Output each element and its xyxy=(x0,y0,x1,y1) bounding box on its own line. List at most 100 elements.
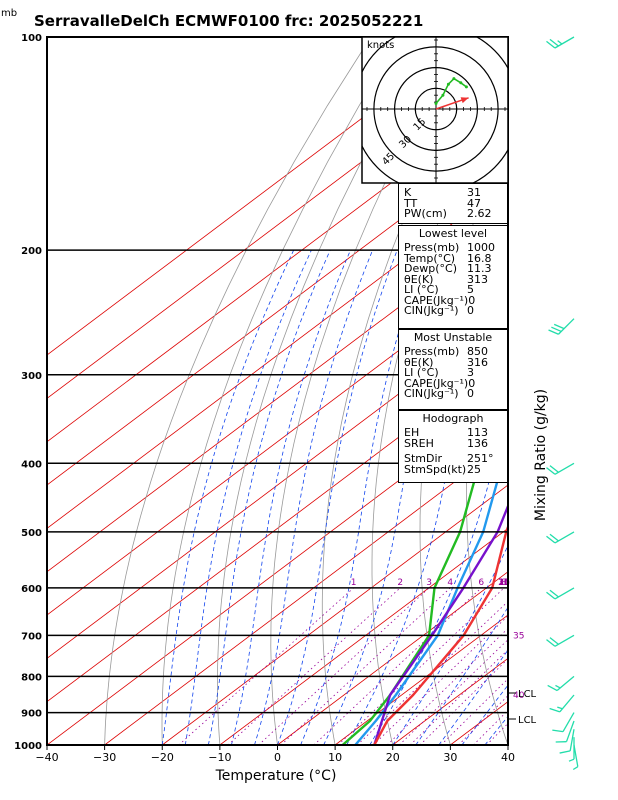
x-tick-label: 20 xyxy=(386,751,400,764)
wind-barb-staff xyxy=(562,712,575,732)
wind-barb-half-flag xyxy=(557,40,563,45)
moist-adiabat xyxy=(207,249,331,745)
isotherm-line xyxy=(219,527,508,745)
lowest-level-box: Lowest level Press(mb) 1000 Temp(°C) 16.8 … xyxy=(398,225,508,329)
moist-adiabat xyxy=(231,249,351,745)
hodograph-unit-label: knots xyxy=(367,40,394,51)
index-row: EH 113 xyxy=(404,426,488,439)
x-tick-label: 10 xyxy=(328,751,342,764)
index-row: θE(K) 313 xyxy=(404,272,488,286)
x-tick-label: 30 xyxy=(443,751,457,764)
lcl-label: LCL xyxy=(518,715,537,726)
mixing-ratio-label: 30 xyxy=(498,578,510,588)
wind-barb xyxy=(546,36,575,49)
wind-barb xyxy=(552,712,575,733)
isotherm-line xyxy=(47,267,508,616)
mixing-ratio-label: 8 xyxy=(501,578,507,588)
lcl-label: LCL xyxy=(518,689,537,700)
wind-barb-staff xyxy=(565,720,575,742)
mixing-ratio-label: 18 xyxy=(498,578,510,588)
mixing-ratio-label: 1 xyxy=(351,578,357,588)
mixing-ratio-label: 20 xyxy=(498,578,510,588)
dry-adiabat xyxy=(161,37,402,745)
dewpoint-profile xyxy=(341,352,508,745)
wind-barb xyxy=(547,675,575,692)
wind-barb-flag xyxy=(549,589,559,598)
x-tick-label: 0 xyxy=(274,751,281,764)
wind-barb xyxy=(555,720,575,743)
x-axis-title: Temperature (°C) xyxy=(215,768,337,784)
temperature-profile xyxy=(373,523,508,745)
wind-barb-flag xyxy=(549,38,559,47)
mixing-ratio-label: 2 xyxy=(397,578,403,588)
pressure-tick-label: 1000 xyxy=(14,741,42,752)
mixing-ratio-label: 35 xyxy=(513,631,524,641)
wind-barb xyxy=(572,744,579,771)
wind-barb-flag xyxy=(547,684,558,692)
wind-barb-flag xyxy=(546,535,556,544)
moist-adiabat xyxy=(254,249,373,745)
index-row: CAPE(Jkg⁻¹) 0 xyxy=(404,376,476,390)
wind-barb-flag xyxy=(546,40,556,49)
isotherm-line xyxy=(47,181,508,529)
chart-title: SerravalleDelCh ECMWF0100 frc: 202505222… xyxy=(34,12,423,30)
mixing-ratio-label: 10 xyxy=(498,578,510,588)
index-row: CIN(Jkg⁻¹) 0 xyxy=(404,304,474,317)
lowest-level-header: Lowest level xyxy=(418,227,488,240)
mixing-ratio-line xyxy=(227,587,401,745)
hodograph-stats-header: Hodograph xyxy=(422,412,484,425)
isotherm-line xyxy=(162,484,508,745)
most-unstable-box: Most Unstable Press(mb) 850 θE(K) 316 LI (… xyxy=(398,329,508,410)
wind-barb-flag xyxy=(552,729,564,733)
index-row: SREH 136 xyxy=(404,436,488,450)
dry-adiabat xyxy=(104,37,372,745)
mixing-ratio-axis-title: Mixing Ratio (g/kg) xyxy=(533,389,549,521)
dry-adiabat xyxy=(321,37,491,745)
hodograph-point xyxy=(459,81,463,85)
pressure-unit: mb xyxy=(1,8,17,19)
wind-barb-half-flag xyxy=(555,684,561,689)
wind-barb-flag xyxy=(549,533,559,542)
wind-barb-flag xyxy=(546,591,556,600)
pressure-tick-label: 900 xyxy=(21,709,42,720)
isotherm-line xyxy=(334,614,508,745)
wind-barb-half-flag xyxy=(557,706,563,710)
wind-barb xyxy=(559,729,575,754)
mixing-ratio-label: 12 xyxy=(498,578,509,588)
wind-barb xyxy=(548,318,575,335)
indices-top-box: K 31 TT 47 PW(cm) 2.62 xyxy=(398,183,508,224)
pressure-tick-label: 300 xyxy=(21,371,42,382)
hodograph-point xyxy=(446,82,450,86)
wind-barb-half-flag xyxy=(568,758,575,762)
wind-barb-flag xyxy=(555,741,567,743)
wind-barb xyxy=(546,462,575,475)
mixing-ratio-label: 6 xyxy=(478,578,484,588)
pressure-tick-label: 600 xyxy=(21,584,42,595)
mixing-ratio-label: 40 xyxy=(513,691,525,701)
most-unstable-header: Most Unstable xyxy=(413,331,493,344)
x-tick-label: 40 xyxy=(501,751,515,764)
wind-barb-flag xyxy=(553,323,565,330)
mixing-ratio-label: 16 xyxy=(498,578,510,588)
index-row: StmSpd(kt) 25 xyxy=(404,462,481,476)
hodograph-point xyxy=(441,93,445,97)
wind-barb-flag xyxy=(549,637,559,645)
hodograph-point xyxy=(464,85,468,89)
wind-barb xyxy=(546,531,575,544)
storm-motion-arrowhead xyxy=(460,97,469,104)
dry-adiabat xyxy=(270,37,461,745)
index-row: Press(mb) 850 xyxy=(404,345,488,358)
pressure-tick-label: 400 xyxy=(21,459,42,470)
wind-barb-flag xyxy=(549,707,561,713)
x-tick-label: −10 xyxy=(208,751,231,764)
moist-adiabat xyxy=(161,249,295,745)
index-row: StmDir 251° xyxy=(404,452,494,465)
wind-barb-flag xyxy=(548,329,559,335)
hodograph: knots 15 30 45 xyxy=(361,36,509,184)
hodograph-stats-box: Hodograph EH 113 SREH 136 StmDir 251° StmSp… xyxy=(398,410,508,483)
wind-barb xyxy=(549,694,575,713)
moist-adiabat xyxy=(184,249,312,745)
index-row: PW(cm) 2.62 xyxy=(404,207,492,220)
wind-barb-flag xyxy=(551,326,562,333)
